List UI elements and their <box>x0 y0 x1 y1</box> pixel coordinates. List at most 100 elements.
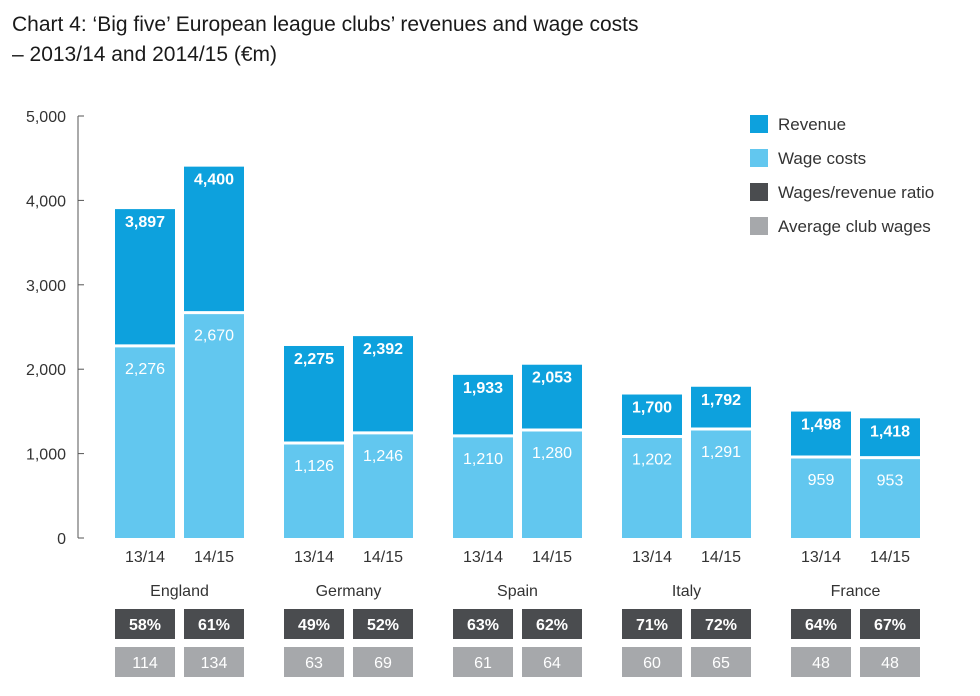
season-label: 14/15 <box>363 549 403 566</box>
ratio-label: 64% <box>805 617 837 634</box>
wage-bar <box>184 312 244 538</box>
season-label: 14/15 <box>701 549 741 566</box>
revenue-bar <box>453 374 513 436</box>
y-tick-label: 0 <box>57 531 66 548</box>
ratio-box <box>791 609 851 639</box>
ratio-box <box>184 609 244 639</box>
avg-wages-label: 65 <box>712 655 730 672</box>
wage-bar <box>284 442 344 538</box>
season-label: 13/14 <box>463 549 503 566</box>
wage-label: 953 <box>877 473 904 490</box>
wage-bar <box>791 457 851 538</box>
avg-wages-box <box>860 647 920 677</box>
revenue-label: 1,498 <box>801 417 841 434</box>
y-tick-label: 3,000 <box>26 278 66 295</box>
avg-wages-box <box>622 647 682 677</box>
wage-label: 1,246 <box>363 448 403 465</box>
ratio-label: 61% <box>198 617 230 634</box>
wage-label: 2,670 <box>194 328 234 345</box>
avg-wages-box <box>353 647 413 677</box>
legend-label: Average club wages <box>778 217 931 236</box>
avg-wages-label: 60 <box>643 655 661 672</box>
ratio-box <box>353 609 413 639</box>
legend-swatch <box>750 217 768 235</box>
ratio-box <box>115 609 175 639</box>
wage-label: 959 <box>808 472 835 489</box>
wage-bar <box>115 345 175 538</box>
revenue-label: 1,933 <box>463 380 503 397</box>
wage-label: 1,291 <box>701 444 741 461</box>
wage-label: 1,126 <box>294 458 334 475</box>
wage-bar <box>622 436 682 538</box>
legend-label: Wage costs <box>778 149 866 168</box>
season-label: 14/15 <box>194 549 234 566</box>
country-label: Italy <box>672 583 701 600</box>
legend-swatch <box>750 115 768 133</box>
avg-wages-label: 48 <box>881 655 899 672</box>
ratio-box <box>453 609 513 639</box>
wage-label: 1,280 <box>532 445 572 462</box>
revenue-label: 4,400 <box>194 172 234 189</box>
season-label: 14/15 <box>532 549 572 566</box>
avg-wages-label: 48 <box>812 655 830 672</box>
wage-label: 2,276 <box>125 361 165 378</box>
ratio-label: 49% <box>298 617 330 634</box>
y-tick-label: 5,000 <box>26 109 66 126</box>
avg-wages-box <box>791 647 851 677</box>
ratio-label: 71% <box>636 617 668 634</box>
wage-bar <box>860 457 920 538</box>
country-label: Spain <box>497 583 538 600</box>
revenue-label: 2,275 <box>294 351 334 368</box>
wage-bar <box>353 432 413 538</box>
revenue-bar <box>115 209 175 346</box>
avg-wages-box <box>691 647 751 677</box>
ratio-label: 67% <box>874 617 906 634</box>
ratio-label: 52% <box>367 617 399 634</box>
revenue-bar <box>791 411 851 458</box>
revenue-bar <box>622 394 682 437</box>
wage-label: 1,210 <box>463 451 503 468</box>
revenue-label: 2,392 <box>363 341 403 358</box>
wage-bar <box>453 435 513 538</box>
ratio-box <box>522 609 582 639</box>
ratio-label: 62% <box>536 617 568 634</box>
wage-bar <box>522 429 582 538</box>
country-label: England <box>150 583 209 600</box>
ratio-box <box>860 609 920 639</box>
avg-wages-label: 61 <box>474 655 492 672</box>
avg-wages-label: 134 <box>201 655 228 672</box>
revenue-bar <box>284 345 344 443</box>
avg-wages-label: 64 <box>543 655 561 672</box>
legend-swatch <box>750 149 768 167</box>
season-label: 13/14 <box>125 549 165 566</box>
ratio-label: 63% <box>467 617 499 634</box>
revenue-label: 2,053 <box>532 370 572 387</box>
chart-title-line2: – 2013/14 and 2014/15 (€m) <box>12 43 278 66</box>
chart-title-line1: Chart 4: ‘Big five’ European league club… <box>12 13 639 36</box>
avg-wages-label: 63 <box>305 655 323 672</box>
ratio-box <box>691 609 751 639</box>
chart-title: Chart 4: ‘Big five’ European league club… <box>12 10 638 70</box>
avg-wages-label: 69 <box>374 655 392 672</box>
y-tick-label: 4,000 <box>26 193 66 210</box>
y-tick-label: 2,000 <box>26 362 66 379</box>
wage-bar <box>691 429 751 538</box>
revenue-bar <box>691 386 751 430</box>
revenue-bar <box>860 418 920 458</box>
revenue-label: 1,792 <box>701 392 741 409</box>
legend-label: Wages/revenue ratio <box>778 183 934 202</box>
y-tick-label: 1,000 <box>26 447 66 464</box>
revenue-label: 1,418 <box>870 423 910 440</box>
avg-wages-box <box>184 647 244 677</box>
avg-wages-box <box>284 647 344 677</box>
legend-label: Revenue <box>778 115 846 134</box>
legend-swatch <box>750 183 768 201</box>
country-label: France <box>831 583 881 600</box>
avg-wages-box <box>453 647 513 677</box>
avg-wages-box <box>522 647 582 677</box>
revenue-label: 1,700 <box>632 400 672 417</box>
avg-wages-box <box>115 647 175 677</box>
revenue-label: 3,897 <box>125 214 165 231</box>
